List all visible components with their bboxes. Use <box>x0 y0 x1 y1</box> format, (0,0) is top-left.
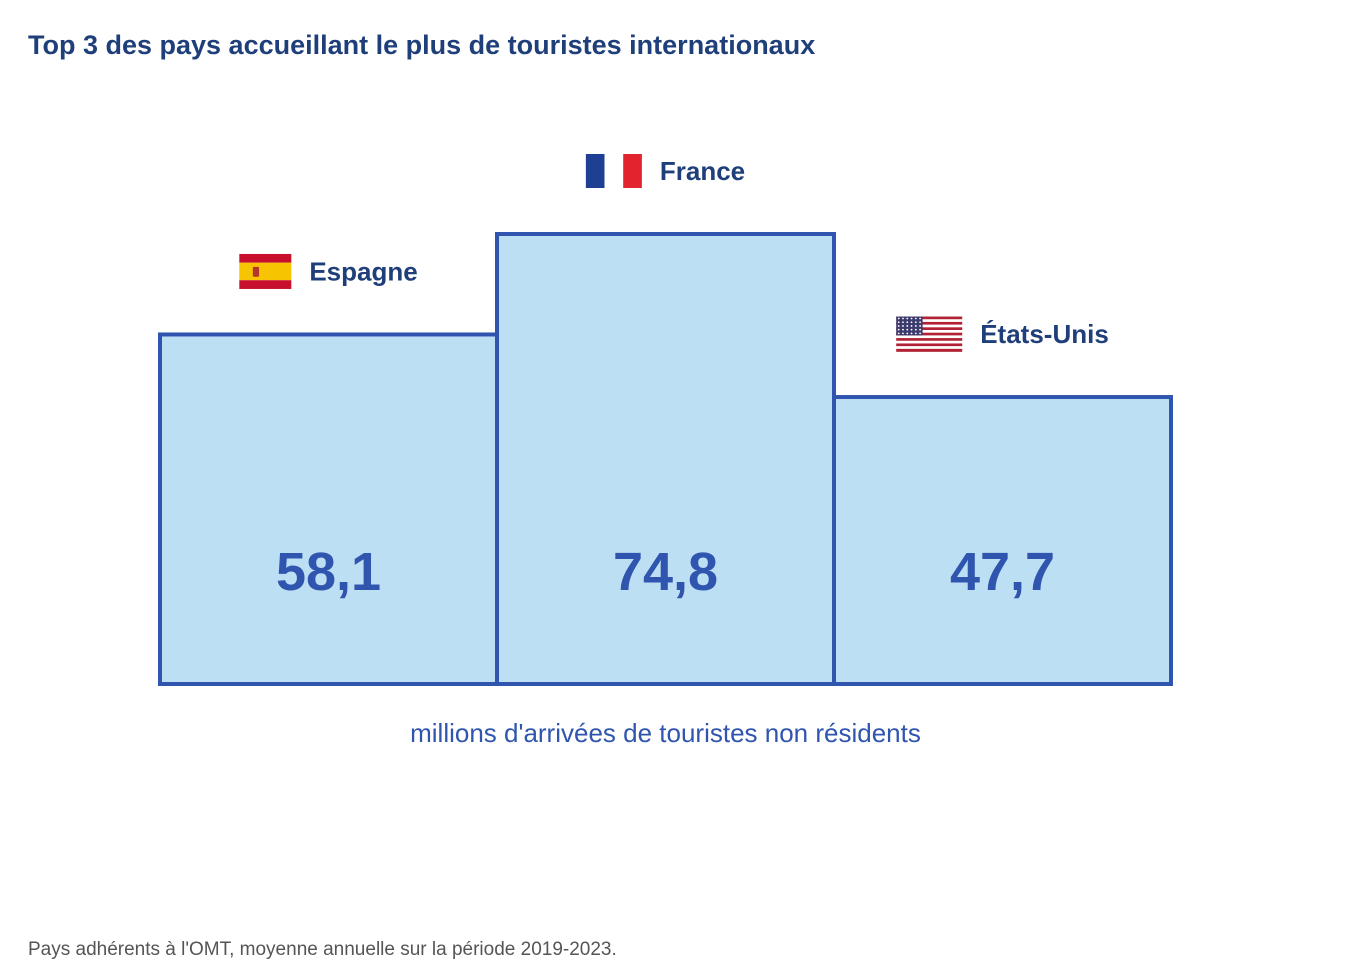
usa-flag-icon <box>896 316 963 352</box>
usa-flag-stripe <box>896 343 963 347</box>
france-flag-stripe <box>623 154 642 188</box>
usa-flag-stripe <box>896 335 963 339</box>
usa-flag-star <box>906 317 909 320</box>
usa-flag-star <box>906 328 909 331</box>
usa-flag-star <box>906 321 909 324</box>
usa-flag-star <box>906 332 909 335</box>
value-label-2: 47,7 <box>950 542 1055 602</box>
usa-flag-star <box>914 317 917 320</box>
usa-flag-star <box>910 328 913 331</box>
usa-flag-star <box>910 332 913 335</box>
x-axis-label: millions d'arrivées de touristes non rés… <box>410 718 921 748</box>
france-flag-icon <box>585 154 642 188</box>
value-label-1: 74,8 <box>613 542 718 602</box>
usa-flag-star <box>897 328 900 331</box>
spain-flag-stripe <box>239 280 292 289</box>
usa-flag-star <box>902 321 904 324</box>
usa-flag-star <box>897 325 900 327</box>
usa-flag-star <box>919 332 922 335</box>
usa-flag-star <box>914 321 917 324</box>
value-label-0: 58,1 <box>276 542 381 602</box>
usa-flag-canton <box>896 316 923 336</box>
usa-flag-star <box>910 317 913 320</box>
bar-2 <box>832 395 1173 686</box>
usa-flag-stripe <box>896 316 963 320</box>
usa-flag-star <box>919 321 922 324</box>
usa-flag-stripe <box>896 329 963 333</box>
usa-flag-star <box>914 328 917 331</box>
country-name-1: France <box>660 156 745 186</box>
usa-flag-stripe <box>896 321 963 325</box>
usa-flag-star <box>906 325 909 327</box>
bar-1 <box>495 232 836 686</box>
country-label-2: États-Unis <box>896 316 1109 352</box>
usa-flag-star <box>902 317 904 320</box>
usa-flag-star <box>914 332 917 335</box>
usa-flag-star <box>902 325 904 327</box>
usa-flag-star <box>914 325 917 327</box>
usa-flag-stripe <box>896 346 963 350</box>
usa-flag-star <box>897 321 900 324</box>
usa-flag-stripe <box>896 319 963 323</box>
bar-0 <box>158 332 499 686</box>
usa-flag-star <box>902 332 904 335</box>
usa-flag-star <box>910 321 913 324</box>
usa-flag-star <box>902 328 904 331</box>
usa-flag-star <box>919 325 922 327</box>
country-label-1: France <box>585 154 745 188</box>
country-label-0: Espagne <box>239 253 418 289</box>
usa-flag-stripe <box>896 348 963 352</box>
usa-flag-stripe <box>896 332 963 336</box>
usa-flag-star <box>919 317 922 320</box>
usa-flag-stripe <box>896 327 963 331</box>
spain-flag-icon <box>239 253 292 289</box>
country-name-2: États-Unis <box>980 319 1109 349</box>
usa-flag-star <box>919 328 922 331</box>
usa-flag-stripe <box>896 324 963 328</box>
france-flag-stripe <box>585 154 605 188</box>
chart-title: Top 3 des pays accueillant le plus de to… <box>28 30 816 60</box>
france-flag-stripe <box>604 154 624 188</box>
usa-flag-star <box>897 332 900 335</box>
footnote: Pays adhérents à l'OMT, moyenne annuelle… <box>28 939 617 960</box>
bar-chart: 58,1 Espagne 74,8 France 47,7 États-Unis milli… <box>158 154 1173 748</box>
usa-flag-star <box>910 325 913 327</box>
usa-flag-star <box>897 317 900 320</box>
spain-flag-emblem <box>252 266 260 277</box>
spain-flag-stripe <box>239 253 292 263</box>
usa-flag-stripe <box>896 340 963 344</box>
usa-flag-stripe <box>896 338 963 342</box>
country-name-0: Espagne <box>309 256 417 286</box>
spain-flag-stripe <box>239 262 292 281</box>
